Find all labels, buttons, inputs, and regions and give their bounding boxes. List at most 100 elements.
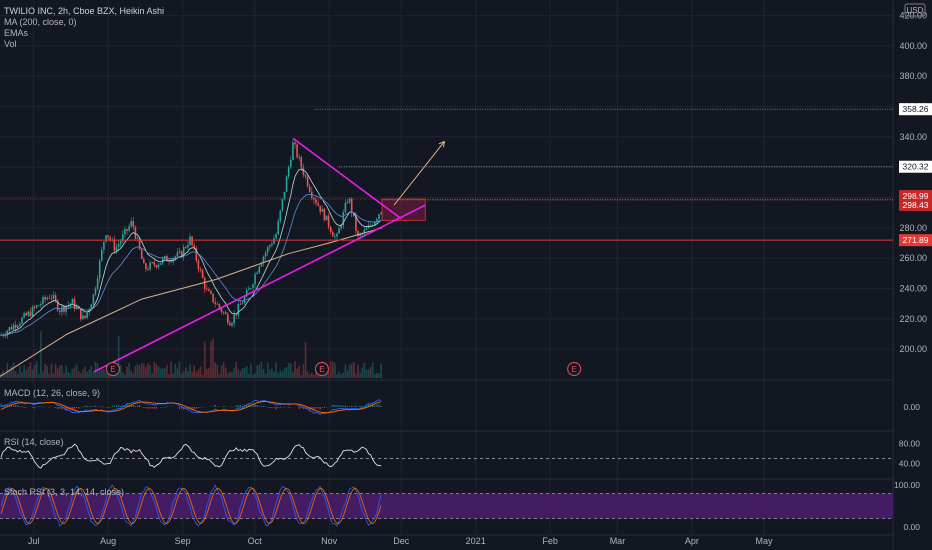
candle bbox=[222, 312, 225, 313]
macd-histogram-bar bbox=[353, 406, 355, 407]
macd-histogram-bar bbox=[71, 407, 73, 411]
candle bbox=[376, 218, 378, 222]
candle bbox=[176, 252, 179, 257]
candle bbox=[308, 186, 311, 192]
macd-histogram-bar bbox=[344, 405, 346, 407]
volume-bar bbox=[94, 361, 97, 378]
macd-histogram-bar bbox=[132, 404, 134, 407]
candle bbox=[130, 221, 132, 227]
volume-bar bbox=[380, 363, 382, 378]
candle bbox=[210, 291, 212, 294]
earnings-marker-circle bbox=[314, 362, 329, 376]
macd-histogram-bar bbox=[4, 404, 6, 407]
rsi-line bbox=[0, 443, 382, 469]
indicator-volume[interactable]: Vol bbox=[4, 39, 17, 49]
chart-legend: TWILIO INC, 2h, Cboe BZX, Heikin Ashi MA… bbox=[4, 6, 164, 50]
volume-bar bbox=[311, 372, 313, 378]
volume-bar bbox=[340, 373, 342, 378]
candle bbox=[260, 262, 263, 267]
volume-bar bbox=[195, 371, 198, 378]
candle bbox=[90, 304, 93, 310]
volume-bar bbox=[336, 374, 338, 378]
volume-bar bbox=[277, 373, 279, 378]
volume-bar bbox=[80, 373, 82, 378]
candle bbox=[103, 241, 105, 250]
candle bbox=[75, 307, 78, 309]
macd-histogram-bar bbox=[300, 407, 302, 408]
macd-histogram-bar bbox=[92, 406, 94, 407]
candle bbox=[346, 202, 349, 203]
volume-bar bbox=[262, 368, 265, 378]
indicator-ma200[interactable]: MA (200, close, 0) bbox=[4, 17, 77, 27]
x-tick-label: Apr bbox=[685, 536, 699, 546]
macd-histogram-bar bbox=[262, 406, 265, 407]
macd-histogram-bar bbox=[323, 407, 325, 409]
candle bbox=[19, 323, 21, 326]
macd-histogram-bar bbox=[239, 405, 241, 407]
stoch-rsi-legend[interactable]: Stoch RSI (3, 3, 14, 14, close) bbox=[4, 487, 125, 497]
volume-bar bbox=[73, 367, 76, 378]
rsi-legend[interactable]: RSI (14, close) bbox=[4, 437, 64, 447]
candle bbox=[296, 144, 298, 158]
macd-histogram-bar bbox=[76, 407, 78, 408]
volume-bar bbox=[12, 362, 15, 378]
macd-legend[interactable]: MACD (12, 26, close, 9) bbox=[4, 388, 101, 398]
indicator-emas[interactable]: EMAs bbox=[4, 28, 29, 38]
volume-bar bbox=[264, 373, 267, 378]
volume-bar bbox=[71, 368, 74, 378]
candle bbox=[109, 237, 111, 240]
macd-histogram-bar bbox=[271, 407, 273, 408]
volume-bar bbox=[302, 364, 305, 378]
candle bbox=[361, 233, 363, 235]
target-box bbox=[381, 198, 426, 221]
candle bbox=[193, 244, 195, 249]
price-level-label: 298.99 bbox=[903, 191, 929, 201]
candle bbox=[336, 233, 338, 237]
volume-bar bbox=[327, 371, 330, 378]
macd-histogram-bar bbox=[126, 403, 128, 407]
volume-bar bbox=[292, 371, 294, 378]
rsi-tick-label: 80.00 bbox=[899, 439, 921, 449]
candle bbox=[187, 244, 189, 248]
volume-bar bbox=[153, 362, 156, 378]
macd-histogram-bar bbox=[359, 405, 361, 407]
macd-histogram-bar bbox=[40, 406, 42, 407]
candle bbox=[92, 294, 95, 305]
macd-histogram-bar bbox=[355, 405, 357, 407]
macd-signal-line bbox=[0, 401, 382, 414]
stoch-d-line bbox=[0, 487, 382, 525]
x-tick-label: Feb bbox=[542, 536, 558, 546]
macd-histogram-bar bbox=[197, 407, 199, 409]
volume-bar bbox=[266, 362, 269, 378]
symbol-title[interactable]: TWILIO INC, 2h, Cboe BZX, Heikin Ashi bbox=[4, 6, 165, 16]
macd-histogram-bar bbox=[372, 404, 374, 407]
candle bbox=[275, 234, 277, 239]
x-tick-label: Dec bbox=[393, 536, 410, 546]
macd-histogram-bar bbox=[84, 405, 86, 407]
volume-bar bbox=[176, 368, 179, 378]
macd-histogram-bar bbox=[214, 405, 216, 407]
x-tick-label: Aug bbox=[100, 536, 116, 546]
volume-bar bbox=[273, 371, 275, 378]
macd-histogram-bar bbox=[349, 406, 351, 407]
macd-histogram-bar bbox=[120, 405, 122, 407]
candle bbox=[365, 228, 368, 230]
candle bbox=[126, 229, 128, 231]
candle bbox=[166, 256, 168, 262]
macd-histogram-bar bbox=[97, 406, 99, 407]
macd-histogram-bar bbox=[277, 407, 279, 408]
volume-bar bbox=[140, 363, 143, 378]
macd-histogram-bar bbox=[15, 404, 17, 407]
volume-bar bbox=[172, 373, 174, 378]
volume-bar bbox=[378, 373, 380, 378]
x-tick-label: Sep bbox=[175, 536, 191, 546]
candle bbox=[298, 157, 300, 158]
volume-bar bbox=[231, 372, 233, 378]
macd-histogram-bar bbox=[111, 405, 113, 407]
volume-bar bbox=[306, 371, 309, 378]
candle bbox=[138, 238, 141, 250]
macd-histogram-bar bbox=[59, 407, 61, 409]
volume-bar bbox=[344, 364, 347, 378]
candle bbox=[96, 278, 99, 289]
